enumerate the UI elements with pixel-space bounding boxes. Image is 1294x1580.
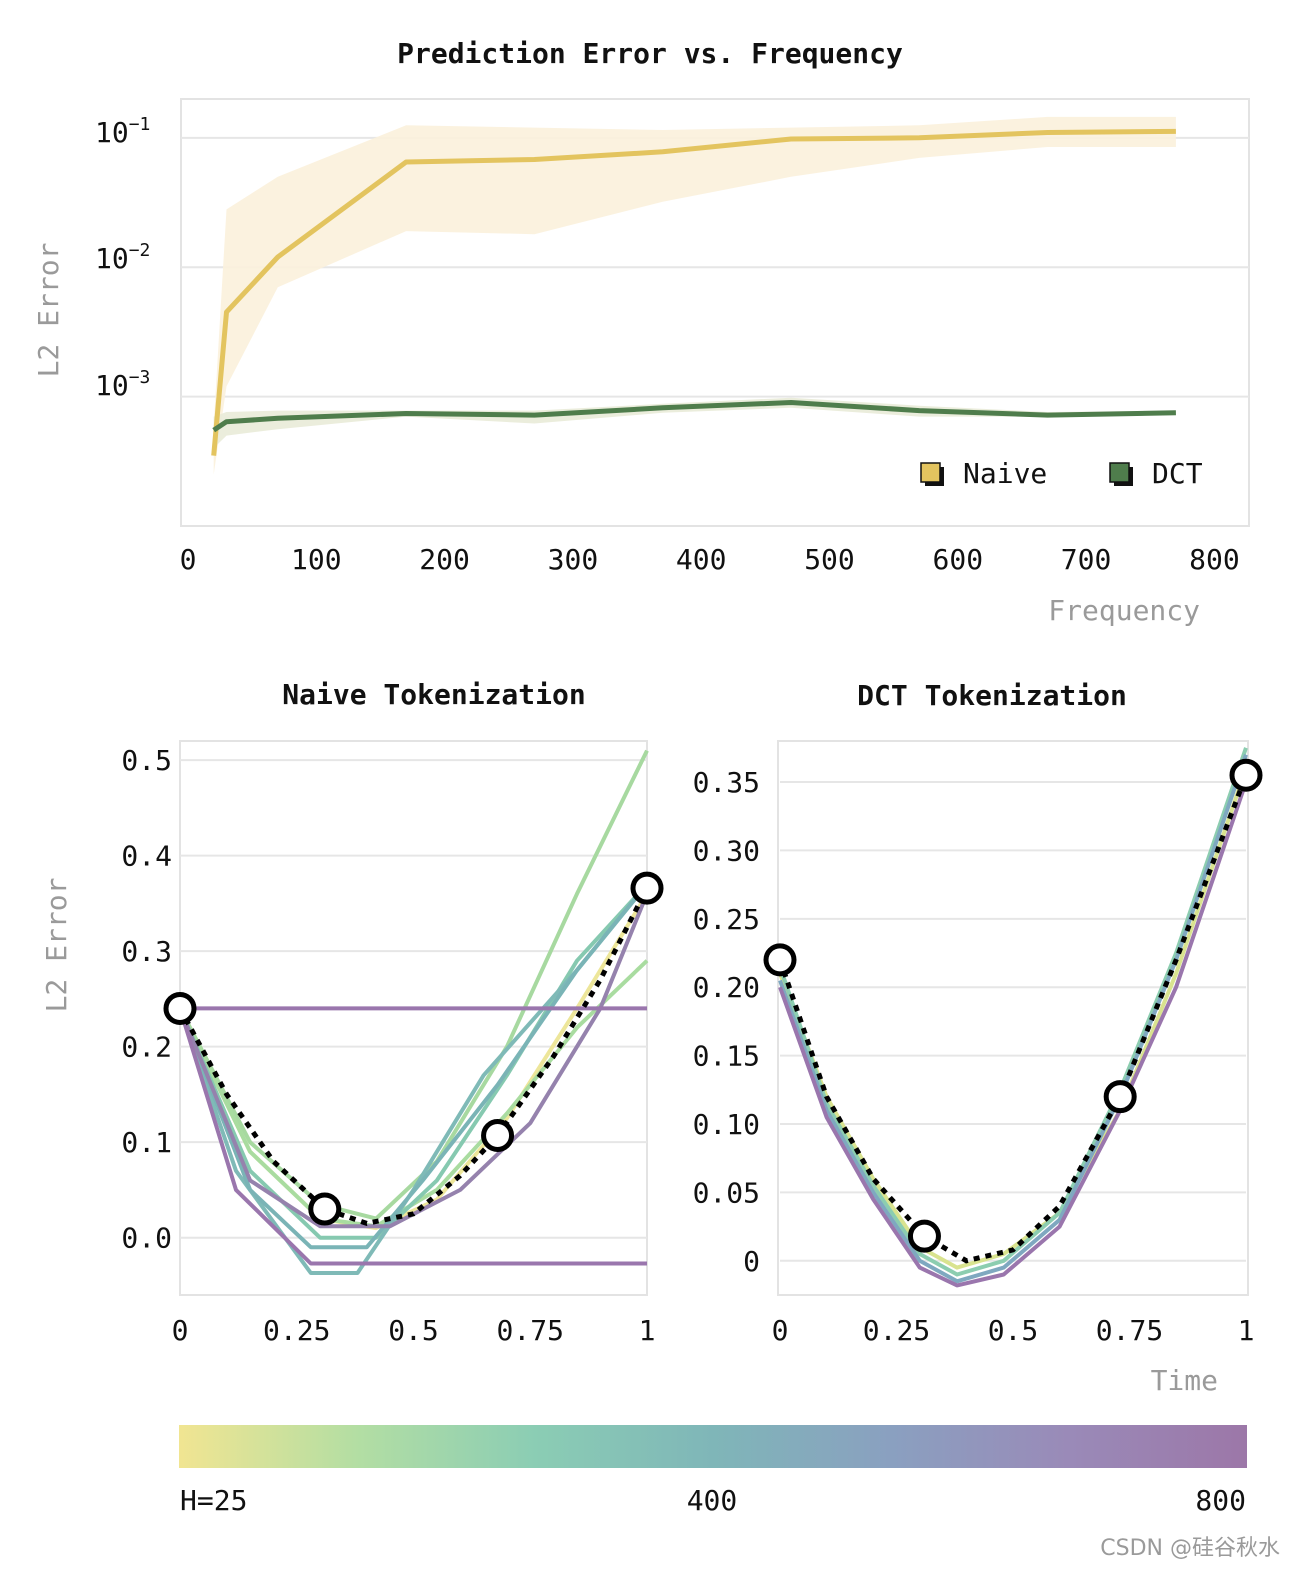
dct-x-tick: 0.5 (988, 1314, 1039, 1347)
colorbar-gradient (179, 1425, 1247, 1468)
top-legend: Naive DCT (920, 457, 1203, 490)
naive-x-tick-labels: 0 0.25 0.5 0.75 1 (172, 1314, 656, 1347)
naive-x-tick: 0 (172, 1314, 189, 1347)
naive-x-tick: 0.5 (388, 1314, 439, 1347)
top-y-axis-label: L2 Error (32, 243, 65, 378)
naive-reference-line (177, 886, 650, 1226)
top-x-tick-labels: 0 100 200 300 400 500 600 700 800 (180, 543, 1240, 576)
legend-naive-swatch (920, 462, 941, 483)
naive-x-tick: 0.25 (263, 1314, 330, 1347)
line-naive (211, 128, 1176, 456)
dct-series-line (778, 754, 1248, 1284)
dct-series-line (778, 781, 1248, 1288)
naive-target-point (630, 871, 664, 905)
colorbar-label-mid: 400 (687, 1484, 738, 1517)
top-x-tick: 300 (548, 543, 599, 576)
colorbar-label-min: H=25 (180, 1484, 247, 1517)
dct-gridlines (780, 781, 1246, 1262)
top-y-tick-0: 10−1 (95, 114, 150, 149)
dct-y-tick: 0.25 (693, 903, 760, 936)
top-y-tick-1: 10−2 (95, 240, 150, 275)
top-x-tick: 500 (804, 543, 855, 576)
dct-y-tick: 0.05 (693, 1176, 760, 1209)
naive-target-point (163, 991, 197, 1025)
top-chart-title: Prediction Error vs. Frequency (397, 37, 903, 70)
dct-y-tick-labels: 0.35 0.30 0.25 0.20 0.15 0.10 0.05 0 (693, 766, 760, 1278)
naive-y-tick: 0.3 (121, 935, 172, 968)
naive-reference (163, 871, 664, 1226)
top-x-tick: 0 (180, 543, 197, 576)
top-confidence-bands (213, 116, 1176, 475)
dct-reference-line (777, 774, 1249, 1264)
top-y-tick-2: 10−3 (95, 367, 150, 402)
top-x-tick: 700 (1061, 543, 1112, 576)
dct-x-tick: 1 (1238, 1314, 1255, 1347)
dct-chart: DCT Tokenization 0.35 0.30 0.25 0.20 0.15 0.1… (693, 679, 1263, 1397)
naive-y-tick-labels: 0.5 0.4 0.3 0.2 0.1 0.0 (121, 744, 172, 1255)
dct-target-point (1103, 1080, 1137, 1114)
dct-y-tick: 0.15 (693, 1040, 760, 1073)
naive-gridlines (180, 759, 647, 1239)
colorbar: H=25 400 800 (179, 1425, 1247, 1517)
top-x-tick: 100 (291, 543, 342, 576)
dct-plot-frame (777, 740, 1249, 1296)
naive-y-tick: 0.0 (121, 1222, 172, 1255)
naive-target-point (481, 1118, 515, 1152)
legend-dct-swatch (1109, 462, 1130, 483)
watermark: CSDN @硅谷秋水 (1100, 1536, 1280, 1561)
top-x-tick: 400 (676, 543, 727, 576)
dct-chart-title: DCT Tokenization (857, 679, 1127, 712)
dct-target-point (1229, 758, 1263, 792)
top-x-axis-label: Frequency (1048, 594, 1200, 627)
naive-target-point (308, 1192, 342, 1226)
dct-reference (763, 758, 1263, 1264)
dct-x-tick-labels: 0 0.25 0.5 0.75 1 (772, 1314, 1255, 1347)
top-y-tick-labels: 10−1 10−2 10−3 (95, 114, 150, 402)
top-chart: Prediction Error vs. Frequency 10−1 10−2… (32, 37, 1250, 627)
dct-y-tick: 0.20 (693, 971, 760, 1004)
naive-y-axis-label: L2 Error (40, 878, 73, 1013)
dct-y-tick: 0.30 (693, 834, 760, 867)
dct-y-tick: 0.10 (693, 1108, 760, 1141)
naive-series-lines (178, 749, 649, 1275)
band-naive (213, 116, 1176, 475)
dct-y-tick: 0.35 (693, 766, 760, 799)
naive-y-tick: 0.1 (121, 1126, 172, 1159)
naive-series-line (178, 893, 649, 1229)
legend-dct-label: DCT (1152, 457, 1203, 490)
naive-series-line (178, 883, 649, 1250)
naive-series-line (178, 749, 649, 1221)
naive-y-tick: 0.2 (121, 1031, 172, 1064)
dct-x-axis-label: Time (1151, 1364, 1218, 1397)
naive-chart-title: Naive Tokenization (282, 678, 585, 711)
top-x-tick: 600 (933, 543, 984, 576)
dct-x-tick: 0.25 (863, 1314, 930, 1347)
legend-naive-label: Naive (963, 457, 1047, 490)
dct-x-tick: 0 (772, 1314, 789, 1347)
top-plot-frame (180, 98, 1250, 527)
naive-series-line (178, 1007, 647, 1266)
top-x-tick: 200 (419, 543, 470, 576)
colorbar-label-max: 800 (1195, 1484, 1246, 1517)
line-dct (212, 400, 1176, 433)
dct-target-point (763, 943, 797, 977)
top-series-lines (211, 128, 1176, 456)
naive-x-tick: 1 (639, 1314, 656, 1347)
dct-target-point (907, 1219, 941, 1253)
naive-y-tick: 0.4 (121, 840, 172, 873)
dct-x-tick: 0.75 (1096, 1314, 1163, 1347)
naive-y-tick: 0.5 (121, 744, 172, 777)
dct-y-tick: 0 (743, 1245, 760, 1278)
top-x-tick: 800 (1189, 543, 1240, 576)
dct-series-line (778, 747, 1248, 1277)
dct-series-line (778, 767, 1248, 1270)
naive-series-line (178, 882, 649, 1240)
naive-x-tick: 0.75 (497, 1314, 564, 1347)
dct-series-lines (778, 747, 1248, 1288)
